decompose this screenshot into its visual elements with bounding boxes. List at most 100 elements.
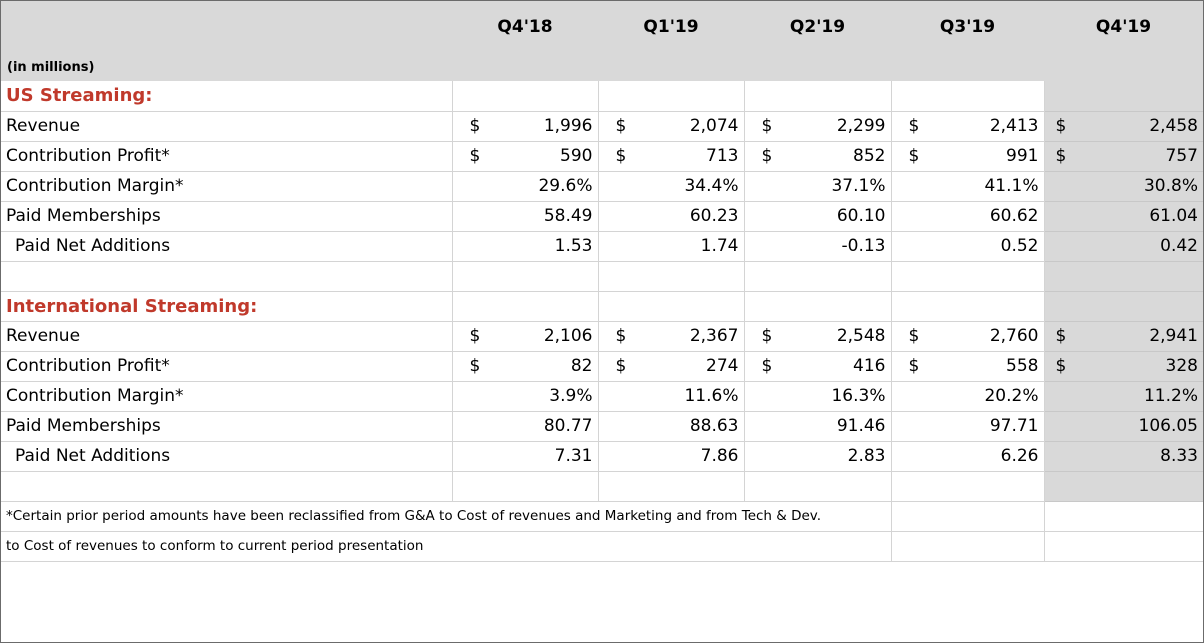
currency-symbol: $ bbox=[1055, 146, 1067, 166]
value-cell: $2,074 bbox=[597, 111, 744, 142]
empty-cell bbox=[1, 261, 452, 292]
value-cell: 11.6% bbox=[597, 381, 744, 412]
value-cell: $590 bbox=[451, 141, 598, 172]
empty-cell bbox=[890, 531, 1044, 562]
cell-value: 0.52 bbox=[1000, 236, 1039, 256]
row-label: Paid Net Additions bbox=[1, 231, 452, 262]
currency-symbol: $ bbox=[469, 116, 481, 136]
cell-value: 106.05 bbox=[1138, 416, 1198, 436]
value-cell: 20.2% bbox=[890, 381, 1044, 412]
value-cell: 1.53 bbox=[451, 231, 598, 262]
value-cell: 41.1% bbox=[890, 171, 1044, 202]
cell-value: 88.63 bbox=[689, 416, 739, 436]
value-cell: $852 bbox=[743, 141, 891, 172]
value-cell: 6.26 bbox=[890, 441, 1044, 472]
value-cell: 30.8% bbox=[1043, 171, 1203, 202]
cell-value: 16.3% bbox=[831, 386, 886, 406]
cell-value: 61.04 bbox=[1149, 206, 1198, 226]
cell-value: 82 bbox=[570, 356, 593, 376]
currency-symbol: $ bbox=[615, 356, 627, 376]
cell-value: 2,760 bbox=[989, 326, 1039, 346]
cell-value: 1.53 bbox=[554, 236, 593, 256]
empty-cell bbox=[597, 471, 744, 502]
value-cell: 7.86 bbox=[597, 441, 744, 472]
cell-value: 713 bbox=[706, 146, 739, 166]
streaming-segment-table: (in millions) Q4'18 Q1'19 Q2'19 Q3'19 Q4… bbox=[1, 1, 1203, 562]
table-row: Paid Net Additions 1.53 1.74 -0.13 0.52 0.42 bbox=[1, 231, 1203, 262]
currency-symbol: $ bbox=[761, 326, 773, 346]
empty-cell bbox=[743, 81, 891, 112]
row-label: Revenue bbox=[1, 111, 452, 142]
value-cell: $2,548 bbox=[743, 321, 891, 352]
empty-cell bbox=[451, 261, 598, 292]
value-cell: 60.10 bbox=[743, 201, 891, 232]
cell-value: 60.10 bbox=[836, 206, 886, 226]
empty-cell bbox=[597, 291, 744, 322]
empty-cell bbox=[743, 261, 891, 292]
quarter-header: Q3'19 bbox=[891, 1, 1044, 81]
section-title: US Streaming: bbox=[1, 81, 452, 112]
value-cell: $328 bbox=[1043, 351, 1203, 382]
empty-cell bbox=[1043, 261, 1203, 292]
spacer-row bbox=[1, 261, 1203, 292]
row-label: Paid Net Additions bbox=[1, 441, 452, 472]
currency-symbol: $ bbox=[469, 326, 481, 346]
row-label: Contribution Margin* bbox=[1, 171, 452, 202]
table-row: Paid Net Additions 7.31 7.86 2.83 6.26 8.33 bbox=[1, 441, 1203, 472]
empty-cell bbox=[1043, 291, 1203, 322]
row-label: Paid Memberships bbox=[1, 201, 452, 232]
value-cell: 7.31 bbox=[451, 441, 598, 472]
value-cell: 1.74 bbox=[597, 231, 744, 262]
empty-cell bbox=[451, 471, 598, 502]
value-cell: $2,941 bbox=[1043, 321, 1203, 352]
table-row: Contribution Profit* $82 $274 $416 $558 $328 bbox=[1, 351, 1203, 382]
table-row: Contribution Margin* 29.6% 34.4% 37.1% 41.1%… bbox=[1, 171, 1203, 202]
currency-symbol: $ bbox=[615, 326, 627, 346]
cell-value: 58.49 bbox=[543, 206, 593, 226]
cell-value: 29.6% bbox=[538, 176, 593, 196]
currency-symbol: $ bbox=[908, 356, 920, 376]
cell-value: 34.4% bbox=[684, 176, 739, 196]
value-cell: $82 bbox=[451, 351, 598, 382]
row-label: Contribution Margin* bbox=[1, 381, 452, 412]
cell-value: 757 bbox=[1165, 146, 1198, 166]
quarter-header: Q1'19 bbox=[598, 1, 744, 81]
cell-value: 328 bbox=[1165, 356, 1198, 376]
row-label: Contribution Profit* bbox=[1, 141, 452, 172]
value-cell: $713 bbox=[597, 141, 744, 172]
currency-symbol: $ bbox=[469, 356, 481, 376]
cell-value: 60.62 bbox=[989, 206, 1039, 226]
value-cell: 60.62 bbox=[890, 201, 1044, 232]
currency-symbol: $ bbox=[1055, 116, 1067, 136]
empty-cell bbox=[890, 291, 1044, 322]
value-cell: 29.6% bbox=[451, 171, 598, 202]
quarter-header: Q4'18 bbox=[452, 1, 598, 81]
empty-cell bbox=[1043, 501, 1203, 532]
value-cell: $991 bbox=[890, 141, 1044, 172]
empty-cell bbox=[743, 291, 891, 322]
empty-cell bbox=[743, 471, 891, 502]
cell-value: 6.26 bbox=[1000, 446, 1039, 466]
currency-symbol: $ bbox=[615, 146, 627, 166]
value-cell: 11.2% bbox=[1043, 381, 1203, 412]
table-row: Contribution Profit* $590 $713 $852 $991 $757 bbox=[1, 141, 1203, 172]
section-title: International Streaming: bbox=[1, 291, 452, 322]
value-cell: $1,996 bbox=[451, 111, 598, 142]
footnote-text: to Cost of revenues to conform to curren… bbox=[1, 531, 891, 562]
empty-cell bbox=[890, 261, 1044, 292]
currency-symbol: $ bbox=[908, 326, 920, 346]
footnote-row: *Certain prior period amounts have been … bbox=[1, 501, 1203, 532]
cell-value: 274 bbox=[706, 356, 739, 376]
currency-symbol: $ bbox=[1055, 326, 1067, 346]
value-cell: 0.42 bbox=[1043, 231, 1203, 262]
cell-value: 2,074 bbox=[689, 116, 739, 136]
cell-value: 2,367 bbox=[689, 326, 739, 346]
cell-value: 2,548 bbox=[836, 326, 886, 346]
cell-value: 7.86 bbox=[700, 446, 739, 466]
cell-value: 2,941 bbox=[1149, 326, 1198, 346]
table-row: Revenue $2,106 $2,367 $2,548 $2,760 $2,941 bbox=[1, 321, 1203, 352]
value-cell: 34.4% bbox=[597, 171, 744, 202]
cell-value: 2,299 bbox=[836, 116, 886, 136]
value-cell: 3.9% bbox=[451, 381, 598, 412]
